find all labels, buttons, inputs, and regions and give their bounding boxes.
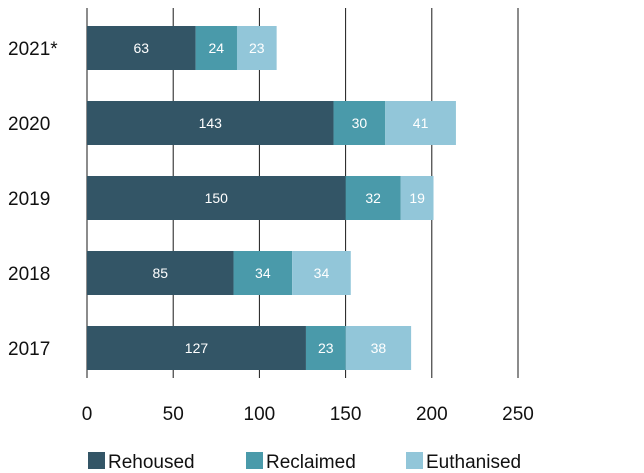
- bar-rehoused-2017: [87, 326, 306, 370]
- legend: Rehoused Reclaimed Euthanised: [88, 452, 521, 473]
- category-label-2021: 2021*: [8, 39, 58, 60]
- bar-reclaimed-2021: [195, 26, 237, 70]
- bar-label-euthanised-2020: 41: [413, 115, 429, 131]
- x-tick-label-50: 50: [163, 404, 184, 425]
- category-label-2017: 2017: [8, 339, 50, 360]
- bar-label-rehoused-2021: 63: [134, 40, 150, 56]
- bar-label-rehoused-2017: 127: [185, 340, 209, 356]
- x-tick-label-100: 100: [244, 404, 276, 425]
- x-tick-label-200: 200: [416, 404, 448, 425]
- bar-label-reclaimed-2021: 24: [209, 40, 225, 56]
- bar-label-reclaimed-2017: 23: [318, 340, 334, 356]
- legend-swatch-rehoused: [88, 452, 105, 469]
- bar-euthanised-2020: [385, 101, 456, 145]
- bar-label-rehoused-2019: 150: [205, 190, 229, 206]
- bar-rehoused-2018: [87, 251, 234, 295]
- category-label-2020: 2020: [8, 114, 50, 135]
- x-tick-label-150: 150: [330, 404, 362, 425]
- bar-label-euthanised-2017: 38: [371, 340, 387, 356]
- bar-rehoused-2021: [87, 26, 196, 70]
- bar-label-rehoused-2020: 143: [199, 115, 223, 131]
- bar-euthanised-2019: [400, 176, 434, 220]
- bar-label-reclaimed-2019: 32: [365, 190, 381, 206]
- bar-reclaimed-2019: [345, 176, 401, 220]
- legend-swatch-euthanised: [406, 452, 423, 469]
- bars: 63 24 23 143 30 41 150 32 19 85 34 34 127 23 38: [87, 26, 456, 370]
- bar-label-euthanised-2019: 19: [409, 190, 425, 206]
- bar-label-euthanised-2018: 34: [314, 265, 330, 281]
- x-tick-label-0: 0: [82, 404, 93, 425]
- bar-label-rehoused-2018: 85: [152, 265, 168, 281]
- bar-label-euthanised-2021: 23: [249, 40, 265, 56]
- legend-label-reclaimed: Reclaimed: [266, 452, 356, 473]
- bar-reclaimed-2017: [305, 326, 346, 370]
- category-label-2019: 2019: [8, 189, 50, 210]
- bar-reclaimed-2018: [233, 251, 293, 295]
- legend-label-euthanised: Euthanised: [426, 452, 521, 473]
- legend-swatch-reclaimed: [246, 452, 263, 469]
- x-tick-labels: 0 50 100 150 200 250: [82, 404, 534, 425]
- x-tick-label-250: 250: [502, 404, 534, 425]
- category-label-2018: 2018: [8, 264, 50, 285]
- bar-label-reclaimed-2020: 30: [352, 115, 368, 131]
- bar-euthanised-2021: [236, 26, 277, 70]
- bar-euthanised-2017: [345, 326, 412, 370]
- bar-euthanised-2018: [292, 251, 351, 295]
- category-labels: 2021* 2020 2019 2018 2017: [8, 39, 58, 360]
- legend-label-rehoused: Rehoused: [108, 452, 195, 473]
- bar-rehoused-2019: [87, 176, 346, 220]
- bar-reclaimed-2020: [333, 101, 386, 145]
- bar-rehoused-2020: [87, 101, 334, 145]
- bar-label-reclaimed-2018: 34: [255, 265, 271, 281]
